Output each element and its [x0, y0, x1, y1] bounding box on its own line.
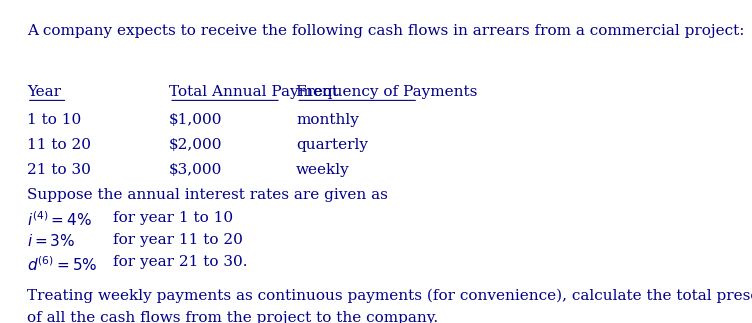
Text: $i^{(4)} = 4\%$: $i^{(4)} = 4\%$ [27, 211, 92, 229]
Text: $2,000: $2,000 [169, 138, 223, 152]
Text: $d^{(6)} = 5\%$: $d^{(6)} = 5\%$ [27, 255, 97, 274]
Text: for year 11 to 20: for year 11 to 20 [114, 233, 243, 247]
Text: Suppose the annual interest rates are given as: Suppose the annual interest rates are gi… [27, 188, 388, 202]
Text: Frequency of Payments: Frequency of Payments [296, 85, 478, 99]
Text: for year 21 to 30.: for year 21 to 30. [114, 255, 247, 269]
Text: Treating weekly payments as continuous payments (for convenience), calculate the: Treating weekly payments as continuous p… [27, 289, 752, 303]
Text: A company expects to receive the following cash flows in arrears from a commerci: A company expects to receive the followi… [27, 24, 744, 38]
Text: $3,000: $3,000 [169, 163, 223, 177]
Text: for year 1 to 10: for year 1 to 10 [114, 211, 233, 224]
Text: 21 to 30: 21 to 30 [27, 163, 91, 177]
Text: weekly: weekly [296, 163, 350, 177]
Text: 1 to 10: 1 to 10 [27, 113, 81, 127]
Text: monthly: monthly [296, 113, 359, 127]
Text: $i = 3\%$: $i = 3\%$ [27, 233, 75, 249]
Text: 11 to 20: 11 to 20 [27, 138, 91, 152]
Text: of all the cash flows from the project to the company.: of all the cash flows from the project t… [27, 311, 438, 323]
Text: Year: Year [27, 85, 61, 99]
Text: $1,000: $1,000 [169, 113, 223, 127]
Text: quarterly: quarterly [296, 138, 368, 152]
Text: Total Annual Payment: Total Annual Payment [169, 85, 338, 99]
